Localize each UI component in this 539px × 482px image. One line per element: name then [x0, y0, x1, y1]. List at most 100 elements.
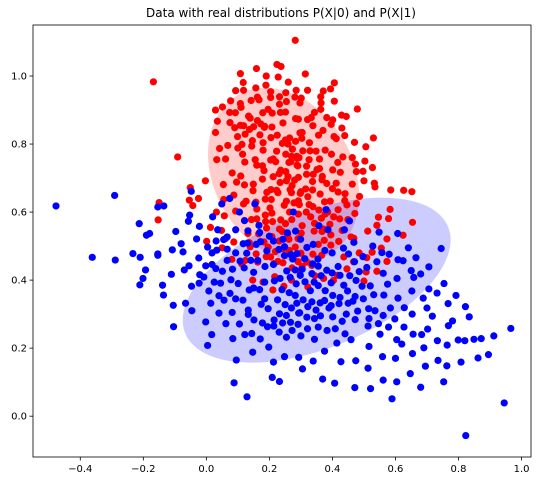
data-point — [185, 196, 193, 204]
data-point — [437, 244, 445, 253]
data-point — [296, 99, 304, 107]
data-point — [235, 320, 244, 328]
data-point — [305, 139, 314, 147]
data-point — [326, 197, 334, 205]
data-point — [249, 348, 257, 356]
data-point — [248, 137, 256, 145]
data-point — [181, 299, 190, 307]
data-point — [168, 246, 176, 254]
data-point — [330, 79, 338, 87]
data-point — [262, 218, 270, 226]
data-point — [291, 243, 299, 251]
data-point — [250, 268, 258, 276]
data-point — [379, 269, 387, 277]
data-point — [261, 278, 269, 286]
data-point — [384, 214, 393, 223]
data-point — [484, 351, 493, 359]
data-point — [280, 252, 289, 260]
data-point — [169, 301, 177, 309]
data-point — [270, 316, 278, 324]
data-point — [218, 200, 226, 208]
data-point — [328, 249, 336, 257]
data-point — [284, 140, 292, 148]
data-point — [359, 253, 367, 261]
data-point — [461, 303, 470, 311]
data-point — [275, 170, 283, 178]
data-point — [268, 123, 276, 131]
data-point — [440, 279, 448, 288]
data-point — [291, 137, 300, 145]
data-point — [387, 186, 395, 194]
data-point — [220, 296, 228, 304]
data-point — [452, 291, 460, 300]
data-point — [260, 166, 268, 175]
data-point — [307, 213, 315, 221]
data-point — [249, 276, 257, 284]
data-point — [258, 319, 267, 327]
data-point — [255, 221, 263, 229]
data-point — [335, 237, 343, 245]
data-point — [361, 157, 369, 165]
data-point — [351, 384, 359, 392]
data-point — [149, 78, 158, 86]
data-point — [236, 99, 244, 108]
y-tick-label: 0.8 — [11, 140, 27, 151]
data-point — [306, 147, 314, 155]
data-point — [226, 194, 234, 203]
data-point — [323, 179, 331, 188]
data-point — [308, 260, 317, 268]
data-point — [269, 237, 278, 245]
data-point — [369, 242, 377, 250]
data-point — [291, 291, 299, 300]
data-point — [408, 349, 417, 358]
data-point — [141, 266, 150, 274]
data-point — [303, 86, 312, 94]
data-point — [388, 395, 396, 403]
data-point — [443, 341, 451, 349]
data-point — [312, 306, 320, 314]
data-point — [214, 226, 222, 234]
data-point — [301, 255, 309, 263]
data-point — [293, 299, 301, 307]
y-axis: 0.0 0.2 0.4 0.6 0.8 1.0 — [11, 72, 33, 423]
data-point — [365, 342, 373, 351]
data-point — [235, 208, 244, 216]
data-point — [160, 202, 168, 210]
data-point — [261, 195, 269, 203]
data-point — [323, 113, 331, 122]
data-point — [299, 296, 307, 304]
data-point — [195, 254, 203, 262]
data-point — [281, 108, 290, 116]
data-point — [334, 262, 342, 271]
data-points — [52, 36, 515, 440]
data-point — [223, 245, 231, 253]
data-point — [378, 353, 387, 361]
data-point — [344, 250, 353, 258]
data-point — [261, 211, 269, 219]
data-point — [298, 222, 306, 230]
data-point — [275, 100, 284, 108]
data-point — [363, 263, 371, 272]
data-point — [239, 150, 247, 158]
data-point — [400, 323, 408, 331]
data-point — [244, 112, 253, 120]
data-point — [256, 238, 265, 246]
data-point — [391, 315, 399, 323]
data-point — [418, 330, 426, 339]
data-point — [240, 264, 248, 272]
series-1-points — [52, 187, 515, 440]
data-point — [269, 173, 277, 181]
data-point — [328, 269, 336, 277]
data-point — [424, 325, 432, 333]
data-point — [252, 64, 261, 73]
data-point — [332, 179, 340, 187]
data-point — [317, 99, 325, 107]
data-point — [343, 287, 352, 295]
data-point — [241, 330, 249, 339]
data-point — [355, 268, 363, 276]
data-point — [248, 142, 256, 150]
data-point — [320, 236, 328, 244]
data-point — [231, 109, 239, 117]
data-point — [313, 165, 321, 174]
